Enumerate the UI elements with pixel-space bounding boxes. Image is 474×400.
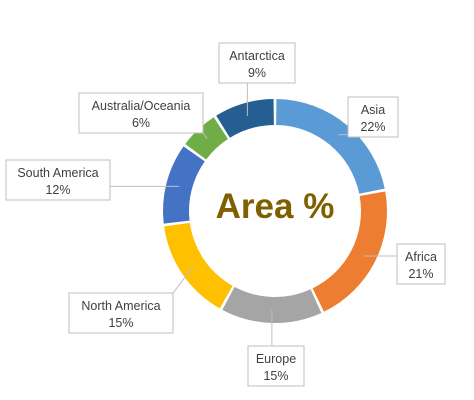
label-value-north-america: 15% — [108, 316, 133, 330]
slice-antarctica — [216, 99, 274, 138]
label-box-asia — [347, 96, 399, 138]
slice-north-america — [164, 222, 233, 309]
label-value-australia-oceania: 6% — [132, 116, 150, 130]
label-box-australia-oceania — [78, 92, 204, 134]
label-value-asia: 22% — [360, 120, 385, 134]
slice-africa — [312, 191, 388, 312]
label-value-south-america: 12% — [45, 183, 70, 197]
data-labels: Asia 22% Africa 21% Europe 15% North America 15… — [5, 42, 446, 387]
label-name-africa: Africa — [405, 250, 437, 264]
leader-line-north-america — [172, 266, 194, 294]
label-box-south-america — [5, 159, 111, 201]
label-box-africa — [396, 243, 446, 285]
label-name-antarctica: Antarctica — [229, 49, 285, 63]
label-box-antarctica — [218, 42, 296, 84]
slice-south-america — [162, 146, 205, 224]
label-box-europe — [247, 345, 305, 387]
label-name-asia: Asia — [361, 103, 385, 117]
slice-europe — [222, 286, 322, 323]
label-box-north-america — [68, 292, 174, 334]
slice-asia — [276, 99, 385, 194]
label-name-north-america: North America — [81, 299, 160, 313]
label-name-australia-oceania: Australia/Oceania — [92, 99, 191, 113]
label-value-africa: 21% — [408, 267, 433, 281]
label-name-south-america: South America — [17, 166, 98, 180]
label-value-europe: 15% — [263, 369, 288, 383]
chart-title: Area % — [216, 187, 335, 226]
label-value-antarctica: 9% — [248, 66, 266, 80]
leader-line-australia-oceania — [202, 132, 208, 140]
label-name-europe: Europe — [256, 352, 296, 366]
